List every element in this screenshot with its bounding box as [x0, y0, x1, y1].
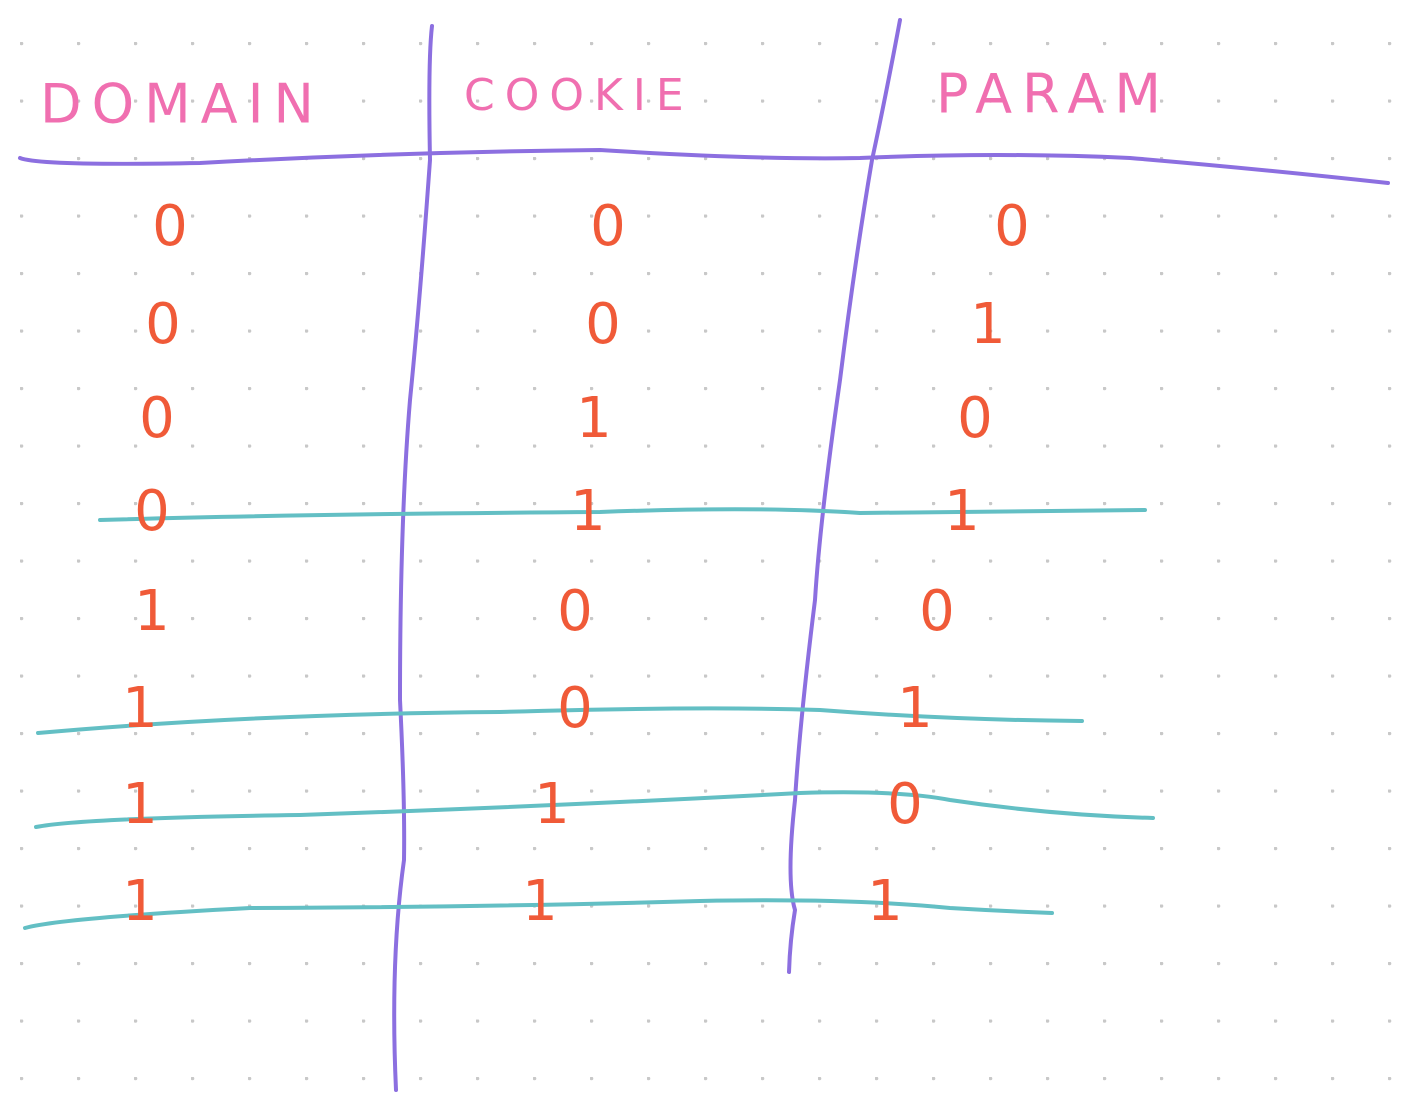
column-header: DOMAIN [40, 73, 324, 136]
cell-value: 1 [576, 386, 612, 451]
cell-value: 0 [139, 386, 175, 451]
column-divider [392, 24, 434, 1092]
column-divider [787, 18, 902, 974]
cell-value: 0 [994, 194, 1030, 259]
column-header: COOKIE [464, 70, 694, 121]
strike-line [98, 507, 1147, 522]
cell-value: 1 [122, 869, 158, 934]
cell-value: 1 [534, 772, 570, 837]
cell-value: 1 [944, 479, 980, 544]
column-header: PARAM [936, 63, 1171, 126]
cell-value: 0 [919, 579, 955, 644]
cell-value: 0 [957, 386, 993, 451]
strike-line [36, 706, 1084, 735]
strike-line [34, 790, 1155, 829]
cell-value: 1 [522, 869, 558, 934]
cell-value: 0 [887, 772, 923, 837]
cell-value: 1 [122, 772, 158, 837]
cell-value: 0 [152, 194, 188, 259]
cell-value: 1 [897, 676, 933, 741]
strike-line [23, 898, 1054, 930]
cell-value: 1 [122, 676, 158, 741]
cell-value: 1 [867, 869, 903, 934]
cell-value: 0 [134, 479, 170, 544]
cell-value: 0 [585, 292, 621, 357]
cell-value: 0 [557, 579, 593, 644]
cell-value: 1 [970, 292, 1006, 357]
header-rule [18, 147, 1390, 185]
cell-value: 1 [570, 479, 606, 544]
cell-value: 0 [557, 676, 593, 741]
cell-value: 1 [134, 579, 170, 644]
cell-value: 0 [590, 194, 626, 259]
cell-value: 0 [145, 292, 181, 357]
